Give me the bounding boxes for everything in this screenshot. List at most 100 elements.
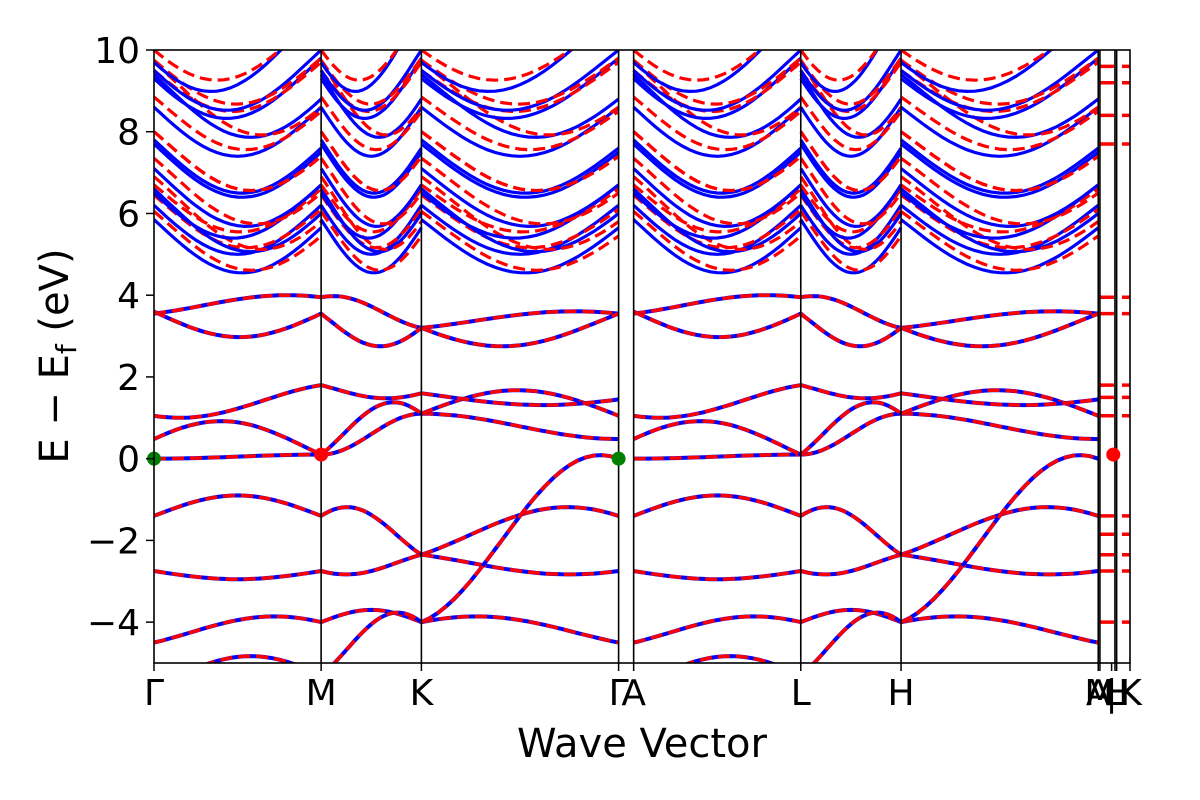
x-tick-label: L	[791, 673, 811, 714]
y-axis-ticks: −4 −2 0 2 4 6 8 10	[87, 31, 154, 644]
band-line-solid	[799, 505, 903, 557]
x-tick-label: H	[1103, 673, 1130, 714]
high-band-line-dashed	[900, 61, 1100, 137]
high-band-line-dashed	[319, 157, 423, 226]
y-tick-label: 0	[117, 440, 140, 481]
band-line-dashed	[632, 309, 802, 339]
high-band-line-solid	[154, 167, 323, 229]
high-band-line-solid	[900, 50, 1100, 112]
high-band-line-solid	[319, 50, 400, 94]
high-band-line-solid	[632, 138, 802, 195]
band-line-dashed	[900, 391, 1099, 407]
high-band-line-dashed	[154, 61, 323, 114]
band-line-solid	[684, 654, 777, 663]
high-band-line-dashed	[900, 50, 1053, 82]
y-axis-label-sub: f	[50, 343, 83, 354]
high-band-line-dashed	[632, 175, 802, 251]
band-lines	[154, 50, 1130, 663]
y-axis-label: E − Ef (eV)	[32, 248, 83, 463]
band-line-dashed	[900, 453, 1099, 624]
high-symmetry-lines	[320, 50, 1118, 663]
high-band-line-solid	[799, 50, 879, 94]
band-line-solid	[319, 312, 423, 349]
high-band-line-dashed	[154, 95, 323, 152]
high-band-line-solid	[154, 138, 323, 195]
band-line-solid	[900, 453, 1099, 624]
vbm-marker	[611, 451, 626, 466]
band-line-dashed	[421, 309, 619, 330]
high-band-line-solid	[799, 167, 903, 229]
high-band-line-dashed	[632, 61, 802, 114]
high-band-line-dashed	[420, 50, 573, 82]
high-band-line-dashed	[900, 130, 1100, 193]
y-axis-label-main: E − E	[32, 354, 78, 464]
high-band-line-solid	[900, 218, 1100, 275]
y-tick-label: 4	[117, 276, 140, 317]
high-band-line-dashed	[420, 210, 620, 272]
band-line-dashed	[154, 419, 322, 457]
high-band-line-dashed	[632, 183, 802, 234]
band-line-solid	[799, 312, 903, 349]
x-tick-label: L	[1105, 673, 1125, 714]
band-line-dashed	[633, 452, 801, 461]
band-line-dashed	[900, 552, 1099, 577]
high-band-line-solid	[154, 142, 323, 199]
high-band-line-solid	[420, 138, 620, 195]
x-tick-label: M	[306, 673, 337, 714]
high-band-line-solid	[632, 106, 802, 158]
band-line-solid	[800, 607, 902, 624]
band-line-solid	[320, 607, 423, 624]
band-line-dashed	[421, 411, 619, 441]
band-line-dashed	[799, 312, 903, 349]
band-line-solid	[800, 294, 902, 330]
high-band-line-solid	[900, 138, 1100, 195]
band-line-dashed	[332, 610, 423, 663]
band-line-dashed	[800, 411, 902, 457]
high-band-line-dashed	[799, 210, 903, 272]
band-line-solid	[799, 400, 903, 457]
high-band-line-solid	[319, 218, 423, 275]
band-line-dashed	[684, 654, 776, 663]
plot-frame	[153, 49, 1131, 664]
band-line-dashed	[420, 311, 620, 349]
band-line-dashed	[154, 309, 322, 339]
high-band-line-dashed	[632, 95, 802, 152]
band-line-dashed	[632, 493, 802, 518]
high-band-line-solid	[154, 218, 323, 275]
x-tick-label: Γ	[609, 673, 629, 714]
band-line-solid	[319, 400, 423, 457]
y-axis-label-unit: (eV)	[32, 248, 78, 344]
band-line-solid	[320, 294, 422, 330]
high-band-line-dashed	[799, 96, 903, 152]
high-band-line-solid	[319, 167, 423, 229]
cbm-marker	[1106, 447, 1121, 462]
band-line-dashed	[900, 311, 1099, 349]
high-band-line-dashed	[632, 61, 802, 137]
high-band-line-solid	[319, 50, 423, 112]
high-band-line-solid	[154, 106, 323, 158]
high-band-line-solid	[154, 50, 284, 94]
band-line-dashed	[811, 610, 903, 663]
band-line-solid	[800, 383, 902, 401]
band-line-solid	[320, 505, 423, 557]
band-line-dashed	[799, 400, 903, 456]
high-band-line-dashed	[154, 210, 323, 272]
x-tick-label: A	[621, 673, 646, 714]
high-band-line-solid	[420, 50, 620, 112]
high-band-line-dashed	[632, 56, 802, 106]
band-line-dashed	[205, 654, 297, 663]
high-band-line-solid	[420, 167, 620, 229]
high-band-line-dashed	[319, 130, 423, 193]
band-line-dashed	[421, 552, 619, 577]
high-band-line-solid	[319, 139, 423, 195]
band-line-dashed	[421, 614, 619, 645]
high-band-line-dashed	[799, 157, 903, 226]
y-tick-label: 2	[117, 358, 140, 399]
high-band-line-dashed	[319, 96, 423, 152]
high-band-line-dashed	[420, 95, 620, 152]
high-band-line-dashed	[900, 175, 1100, 251]
high-band-line-solid	[420, 50, 574, 94]
x-axis-ticks: Γ M K ΓA L H AM|LHK	[144, 663, 1143, 714]
band-line-dashed	[320, 312, 423, 349]
